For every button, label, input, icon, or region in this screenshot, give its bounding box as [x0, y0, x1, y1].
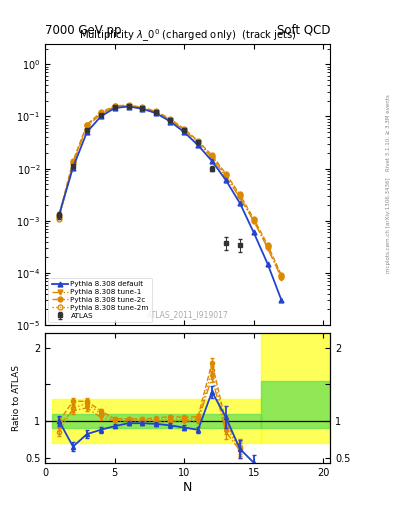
Line: Pythia 8.308 tune-2c: Pythia 8.308 tune-2c [57, 103, 284, 278]
Pythia 8.308 tune-1 [196, 139, 200, 145]
Pythia 8.308 default [182, 129, 187, 135]
Pythia 8.308 tune-2m [98, 110, 103, 116]
Pythia 8.308 tune-1 [98, 111, 103, 117]
Pythia 8.308 tune-2c [265, 242, 270, 248]
Pythia 8.308 default [126, 103, 131, 110]
Pythia 8.308 tune-2m [196, 139, 200, 145]
Pythia 8.308 tune-2m [84, 122, 89, 129]
Pythia 8.308 tune-2m [112, 103, 117, 109]
Pythia 8.308 default [237, 200, 242, 206]
Pythia 8.308 default [57, 212, 61, 218]
Pythia 8.308 default [279, 297, 284, 303]
Pythia 8.308 tune-2c [84, 121, 89, 127]
Pythia 8.308 tune-2c [168, 116, 173, 122]
Pythia 8.308 tune-2m [154, 109, 159, 115]
Text: Rivet 3.1.10, ≥ 3.3M events: Rivet 3.1.10, ≥ 3.3M events [386, 95, 391, 172]
Pythia 8.308 tune-1 [154, 109, 159, 115]
Legend: Pythia 8.308 default, Pythia 8.308 tune-1, Pythia 8.308 tune-2c, Pythia 8.308 tu: Pythia 8.308 default, Pythia 8.308 tune-… [48, 278, 152, 322]
Pythia 8.308 tune-2m [237, 193, 242, 199]
Pythia 8.308 tune-1 [209, 155, 214, 161]
Text: mcplots.cern.ch [arXiv:1306.3436]: mcplots.cern.ch [arXiv:1306.3436] [386, 178, 391, 273]
Pythia 8.308 tune-2m [168, 117, 173, 123]
Pythia 8.308 tune-2c [154, 109, 159, 115]
Pythia 8.308 tune-1 [71, 160, 75, 166]
Pythia 8.308 tune-2c [251, 216, 256, 222]
Pythia 8.308 default [84, 129, 89, 135]
Text: ATLAS_2011_I919017: ATLAS_2011_I919017 [147, 310, 229, 319]
Pythia 8.308 tune-1 [182, 127, 187, 133]
Line: Pythia 8.308 tune-2m: Pythia 8.308 tune-2m [57, 103, 284, 279]
Pythia 8.308 default [224, 177, 228, 183]
Pythia 8.308 default [71, 164, 75, 170]
Pythia 8.308 tune-1 [265, 245, 270, 251]
Pythia 8.308 tune-2m [71, 160, 75, 166]
Pythia 8.308 default [209, 158, 214, 164]
Text: 7000 GeV pp: 7000 GeV pp [45, 24, 122, 37]
Pythia 8.308 tune-2c [140, 104, 145, 111]
Pythia 8.308 tune-1 [168, 117, 173, 123]
Pythia 8.308 tune-2m [140, 104, 145, 111]
Pythia 8.308 tune-2c [126, 102, 131, 108]
Pythia 8.308 default [168, 118, 173, 124]
Pythia 8.308 tune-2c [224, 170, 228, 177]
Pythia 8.308 default [251, 229, 256, 236]
Pythia 8.308 tune-1 [140, 105, 145, 111]
Pythia 8.308 tune-2c [98, 109, 103, 115]
Pythia 8.308 tune-2m [126, 102, 131, 109]
Pythia 8.308 tune-2c [237, 191, 242, 198]
Pythia 8.308 tune-1 [112, 103, 117, 110]
Pythia 8.308 tune-2m [224, 172, 228, 178]
Pythia 8.308 tune-2c [209, 152, 214, 158]
Title: Multiplicity $\lambda\_0^0$ (charged only)  (track jets): Multiplicity $\lambda\_0^0$ (charged onl… [79, 27, 297, 44]
Y-axis label: Ratio to ATLAS: Ratio to ATLAS [12, 366, 21, 432]
Pythia 8.308 default [98, 113, 103, 119]
Pythia 8.308 default [140, 106, 145, 112]
Pythia 8.308 tune-2c [196, 138, 200, 144]
Pythia 8.308 tune-2c [182, 126, 187, 132]
Pythia 8.308 default [265, 261, 270, 267]
Pythia 8.308 tune-1 [224, 174, 228, 180]
Pythia 8.308 tune-1 [251, 218, 256, 224]
Pythia 8.308 tune-1 [84, 123, 89, 130]
Pythia 8.308 default [112, 105, 117, 111]
Text: Soft QCD: Soft QCD [277, 24, 330, 37]
X-axis label: N: N [183, 481, 192, 494]
Pythia 8.308 default [196, 142, 200, 148]
Pythia 8.308 tune-1 [126, 103, 131, 109]
Pythia 8.308 tune-1 [279, 275, 284, 281]
Pythia 8.308 tune-2m [182, 126, 187, 133]
Pythia 8.308 tune-1 [57, 214, 61, 220]
Pythia 8.308 tune-2c [71, 158, 75, 164]
Pythia 8.308 tune-2c [279, 272, 284, 279]
Line: Pythia 8.308 tune-1: Pythia 8.308 tune-1 [57, 103, 284, 281]
Line: Pythia 8.308 default: Pythia 8.308 default [57, 104, 284, 303]
Pythia 8.308 tune-2m [57, 216, 61, 222]
Pythia 8.308 tune-2c [112, 103, 117, 109]
Pythia 8.308 tune-2m [209, 154, 214, 160]
Pythia 8.308 tune-2c [57, 212, 61, 218]
Pythia 8.308 default [154, 110, 159, 116]
Pythia 8.308 tune-2m [265, 244, 270, 250]
Pythia 8.308 tune-2m [279, 273, 284, 280]
Pythia 8.308 tune-1 [237, 195, 242, 201]
Pythia 8.308 tune-2m [251, 218, 256, 224]
